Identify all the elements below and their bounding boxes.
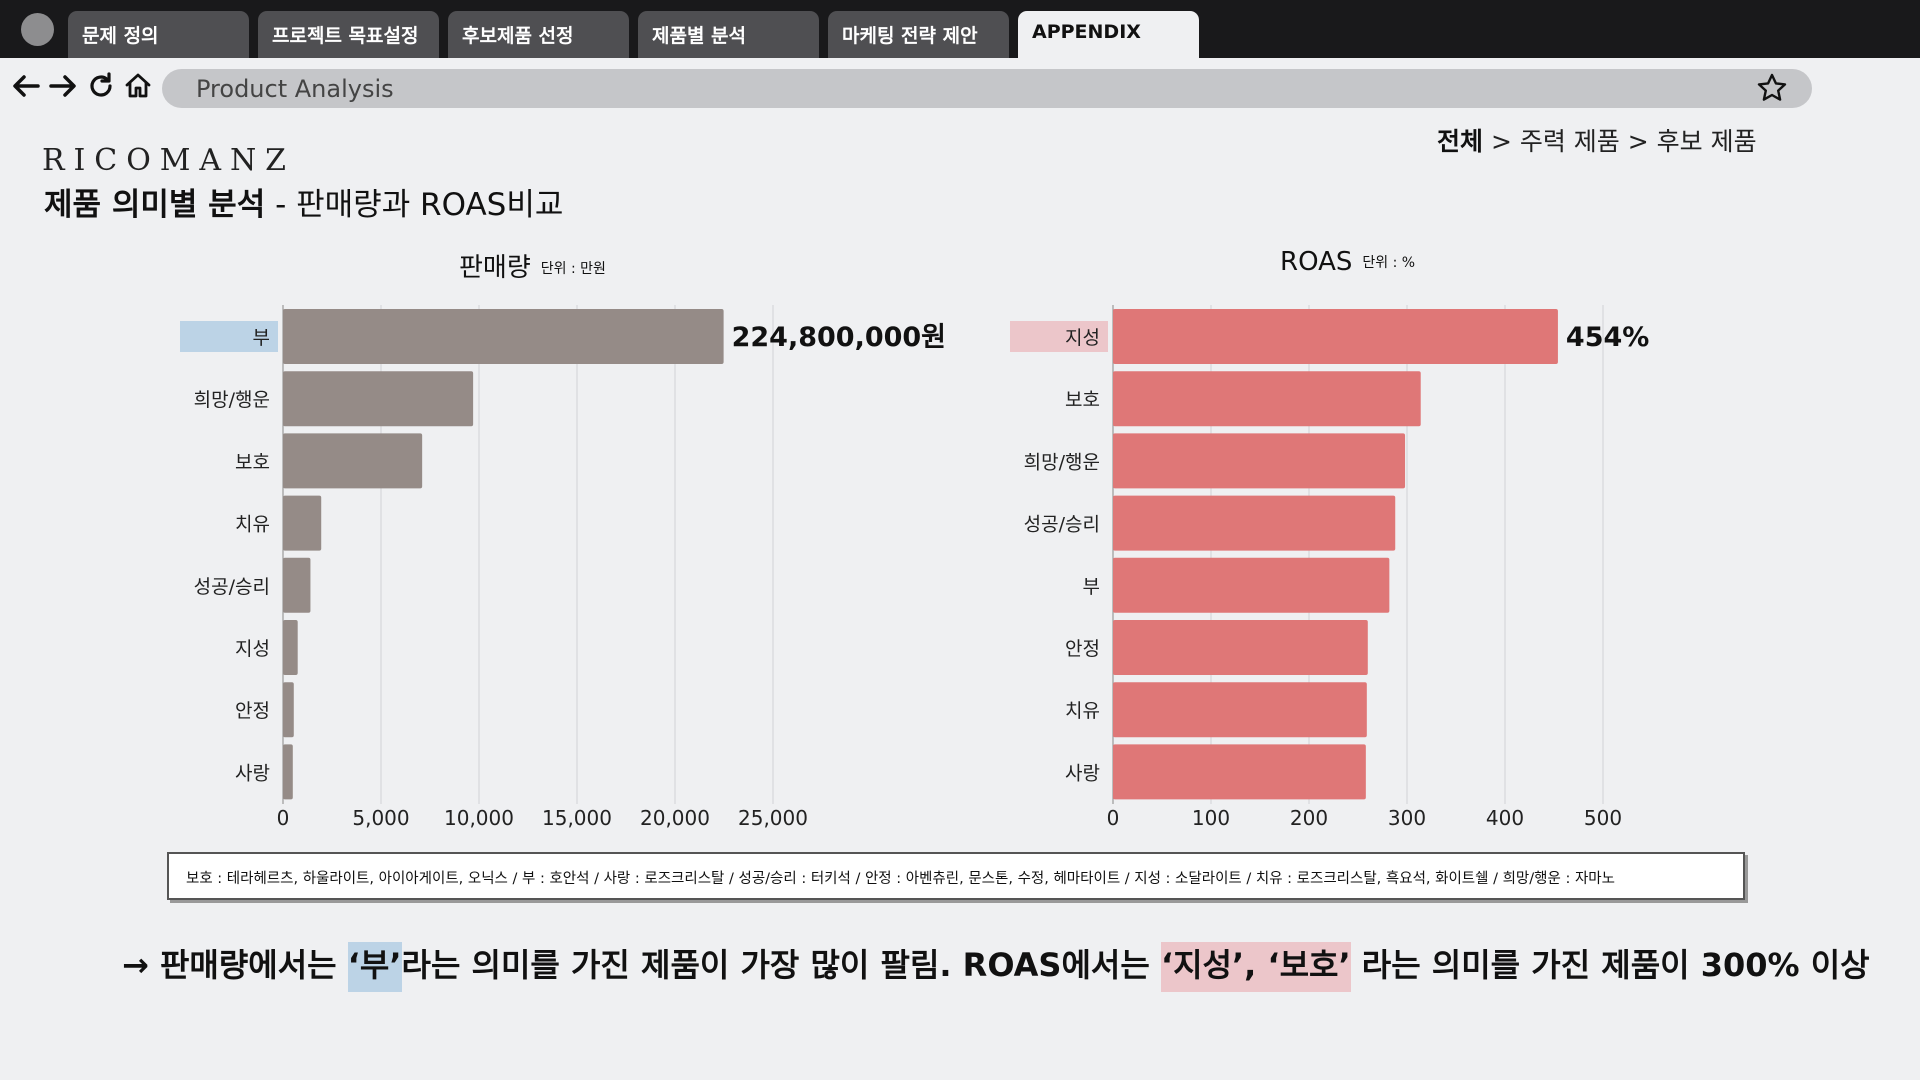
sales-bar [283,682,294,738]
roas-bar [1113,433,1406,489]
breadcrumb-current[interactable]: 전체 [1437,127,1484,156]
breadcrumb-rest[interactable]: > 주력 제품 > 후보 제품 [1483,127,1757,156]
page-title-bold: 제품 의미별 분석 [44,187,266,223]
sales-category-label: 희망/행운 [194,389,270,411]
sales-x-tick-label: 25,000 [738,806,808,830]
roas-category-highlight [1010,321,1108,352]
sales-category-label: 안정 [235,700,270,722]
page-title-rest: - 판매량과 ROAS비교 [265,187,564,223]
sales-bar [283,744,293,800]
tab-project-goals[interactable]: 프로젝트 목표설정 [258,11,439,58]
roas-bar [1113,309,1558,364]
sales-x-tick-label: 0 [277,806,290,830]
conclusion-arrow: → [122,946,160,984]
roas-category-label: 보호 [1065,389,1100,411]
roas-category-label: 지성 [1065,327,1100,349]
category-legend-note: 보호 : 테라헤르츠, 하울라이트, 아이아게이트, 오닉스 / 부 : 호안석… [167,852,1745,900]
sales-x-tick-label: 20,000 [640,806,710,830]
sales-x-tick-label: 5,000 [352,806,409,830]
tab-candidate-products[interactable]: 후보제품 선정 [448,11,629,58]
tab-product-analysis[interactable]: 제품별 분석 [638,11,819,58]
sales-bar [283,371,474,427]
roas-bar [1113,620,1368,675]
logo-text: RICOMANZ [42,143,290,174]
sales-bar [283,433,423,489]
tab-marketing-strategy[interactable]: 마케팅 전략 제안 [828,11,1009,58]
forward-arrow-icon[interactable] [47,70,79,102]
roas-category-label: 사랑 [1065,762,1100,784]
sales-category-label: 지성 [235,638,270,660]
conclusion-part-1: 판매량에서는 [159,946,348,984]
roas-x-tick-label: 300 [1388,806,1426,830]
sales-data-label: 224,800,000원 [732,322,946,353]
sales-bar [283,309,724,364]
conclusion-part-2: 라는 의미를 가진 제품이 가장 많이 팔림. ROAS에서는 [401,946,1161,984]
tab-strip: 문제 정의 프로젝트 목표설정 후보제품 선정 제품별 분석 마케팅 전략 제안… [0,0,1920,58]
roas-category-label: 부 [1083,576,1100,598]
bookmark-star-icon[interactable] [1756,72,1788,104]
sales-category-highlight [180,321,278,352]
roas-chart-unit: 단위 : % [1362,255,1416,271]
roas-data-label: 454% [1566,322,1649,353]
address-bar[interactable]: Product Analysis [162,69,1812,108]
back-arrow-icon[interactable] [10,70,42,102]
conclusion-text: → 판매량에서는 ‘부’라는 의미를 가진 제품이 가장 많이 팔림. ROAS… [122,940,1870,992]
sales-category-label: 성공/승리 [194,576,270,598]
legend-note-text: 보호 : 테라헤르츠, 하울라이트, 아이아게이트, 오닉스 / 부 : 호안석… [186,871,1615,887]
roas-bar [1113,744,1366,800]
roas-x-tick-label: 100 [1192,806,1230,830]
sales-category-label: 부 [253,327,270,349]
window-control-dot[interactable] [21,13,54,46]
roas-x-tick-label: 400 [1486,806,1524,830]
roas-bar [1113,371,1421,427]
ricomanz-logo: RICOMANZ [42,143,290,174]
roas-category-label: 치유 [1065,700,1100,722]
sales-bar [283,495,322,551]
home-icon[interactable] [122,70,154,102]
sales-category-label: 보호 [235,451,270,473]
sales-bar [283,557,311,613]
conclusion-highlight-intellect-protection: ‘지성’, ‘보호’ [1160,942,1351,992]
roas-x-tick-label: 500 [1584,806,1622,830]
sales-bar [283,620,298,675]
roas-bar [1113,557,1390,613]
roas-chart-title: ROAS 단위 : % [1280,247,1416,277]
roas-x-tick-label: 0 [1107,806,1120,830]
conclusion-highlight-wealth: ‘부’ [347,942,402,992]
page-title: 제품 의미별 분석 - 판매량과 ROAS비교 [44,179,563,224]
address-bar-text: Product Analysis [196,75,394,103]
sales-x-tick-label: 10,000 [444,806,514,830]
roas-x-tick-label: 200 [1290,806,1328,830]
sales-category-label: 사랑 [235,762,270,784]
roas-bar [1113,682,1367,738]
tab-problem-definition[interactable]: 문제 정의 [68,11,249,58]
sales-chart-unit: 단위 : 만원 [540,261,606,277]
sales-x-tick-label: 15,000 [542,806,612,830]
roas-category-label: 성공/승리 [1024,514,1100,536]
tab-appendix[interactable]: APPENDIX [1018,11,1199,58]
roas-category-label: 안정 [1065,638,1100,660]
breadcrumb: 전체 > 주력 제품 > 후보 제품 [1437,122,1757,158]
sales-chart-title: 판매량 단위 : 만원 [459,253,606,283]
sales-category-label: 치유 [235,514,270,536]
roas-bar [1113,495,1396,551]
roas-category-label: 희망/행운 [1024,451,1100,473]
reload-icon[interactable] [85,70,117,102]
conclusion-part-3: 라는 의미를 가진 제품이 300% 이상 [1350,946,1870,984]
